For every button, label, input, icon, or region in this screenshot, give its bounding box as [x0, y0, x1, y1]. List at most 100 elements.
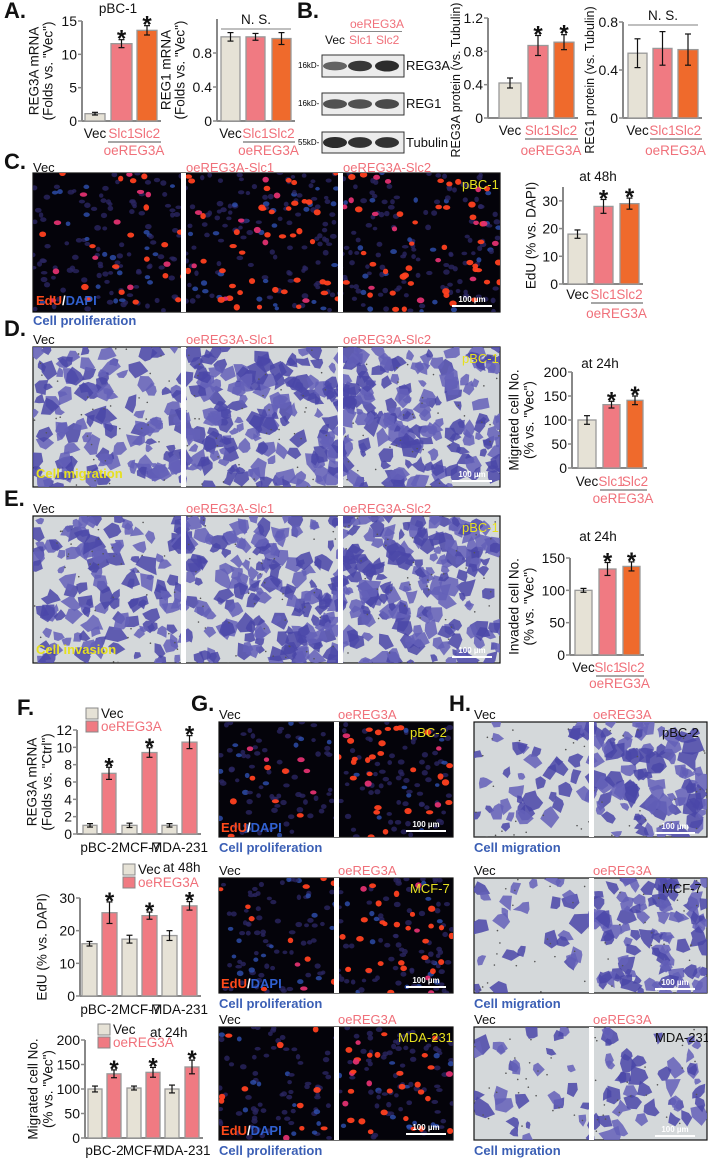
dapi-nucleus [51, 190, 59, 195]
stained-cell [57, 549, 66, 559]
condition-label: Vec [219, 1012, 241, 1027]
dapi-nucleus [379, 769, 386, 774]
edu-nucleus [392, 306, 400, 312]
pore [272, 655, 275, 657]
edu-nucleus [389, 290, 396, 296]
dapi-nucleus [217, 178, 224, 183]
edu-nucleus [455, 178, 462, 185]
dapi-nucleus [164, 203, 172, 208]
pore [516, 1078, 519, 1081]
stained-cell [475, 432, 484, 441]
stained-cell [295, 478, 312, 487]
stained-cell [267, 454, 276, 464]
stained-cell [95, 408, 118, 425]
dapi-nucleus [307, 917, 314, 923]
stained-cell [623, 1094, 642, 1110]
dapi-nucleus [315, 260, 321, 265]
dapi-nucleus [144, 246, 150, 251]
dapi-nucleus [261, 748, 268, 753]
dapi-nucleus [317, 241, 323, 247]
edu-nucleus [409, 911, 416, 917]
dapi-nucleus [231, 954, 237, 959]
dapi-nucleus [425, 764, 431, 770]
dapi-nucleus [239, 830, 245, 835]
edu-nucleus [350, 1069, 357, 1074]
dapi-nucleus [250, 1080, 257, 1085]
legend-label: Vec [113, 1022, 136, 1037]
dapi-nucleus [349, 1075, 356, 1080]
legend-swatch [85, 720, 99, 733]
edu-nucleus [366, 1052, 373, 1058]
dapi-nucleus [374, 1103, 380, 1109]
dapi-nucleus [242, 789, 249, 795]
pore [265, 432, 268, 435]
dapi-nucleus [400, 971, 407, 977]
edu-nucleus [414, 928, 420, 933]
stained-cell [186, 463, 200, 471]
stained-cell [133, 652, 142, 659]
stained-cell [87, 561, 100, 573]
stained-cell [542, 764, 557, 780]
dapi-nucleus [433, 199, 441, 205]
dapi-nucleus [343, 770, 349, 775]
dapi-nucleus [194, 270, 199, 276]
stained-cell [97, 347, 117, 360]
stained-cell [436, 554, 448, 565]
bar [161, 934, 178, 997]
cell-line-label: MCF-7 [410, 881, 450, 896]
stained-cell [494, 413, 500, 424]
dapi-nucleus [467, 237, 473, 243]
significance-star: * [148, 1053, 158, 1080]
pore [494, 521, 497, 523]
dapi-nucleus [361, 978, 367, 983]
dapi-nucleus [298, 722, 306, 725]
stained-cell [643, 1098, 660, 1117]
stained-cell [474, 534, 491, 551]
y-tick-label: 0 [204, 113, 212, 129]
edu-nucleus [425, 810, 434, 815]
blot-band [375, 99, 399, 109]
pore [365, 363, 368, 366]
blot-band [323, 99, 347, 109]
pore [483, 385, 485, 387]
dapi-nucleus [129, 209, 135, 215]
dapi-nucleus [395, 775, 402, 781]
dapi-nucleus [378, 783, 384, 789]
stained-cell [235, 537, 252, 554]
bar [126, 1087, 142, 1139]
stained-cell [60, 594, 82, 612]
edu-nucleus [49, 298, 57, 303]
dapi-nucleus [145, 303, 150, 309]
stained-cell [523, 754, 543, 769]
panel-label-d: D. [4, 316, 26, 341]
dapi-nucleus [157, 254, 165, 260]
edu-nucleus [219, 268, 226, 274]
stained-cell [496, 1044, 506, 1055]
dapi-nucleus [292, 302, 298, 309]
stained-cell [133, 627, 145, 639]
stained-cell [227, 381, 246, 397]
stained-cell [632, 722, 643, 728]
stained-cell [434, 395, 442, 406]
y-tick-label: 0 [559, 460, 567, 476]
edu-nucleus [296, 813, 304, 818]
legend-label: Vec [138, 862, 161, 877]
stained-cell [99, 586, 115, 610]
pore [489, 590, 492, 593]
stained-cell [512, 901, 530, 915]
edu-nucleus [437, 178, 444, 184]
stained-cell [355, 375, 377, 393]
dapi-nucleus [376, 241, 383, 247]
stained-cell [261, 559, 272, 570]
stained-cell [184, 428, 201, 447]
dapi-nucleus [67, 189, 75, 195]
stain-legend: EdU/DAPI [221, 977, 282, 990]
dapi-nucleus [301, 245, 308, 250]
stained-cell [493, 1085, 508, 1106]
pore [488, 605, 491, 607]
stained-cell [269, 577, 282, 588]
dapi-nucleus [279, 1034, 286, 1041]
dapi-nucleus [269, 794, 275, 799]
dapi-nucleus [162, 192, 168, 197]
dapi-nucleus [236, 255, 244, 261]
